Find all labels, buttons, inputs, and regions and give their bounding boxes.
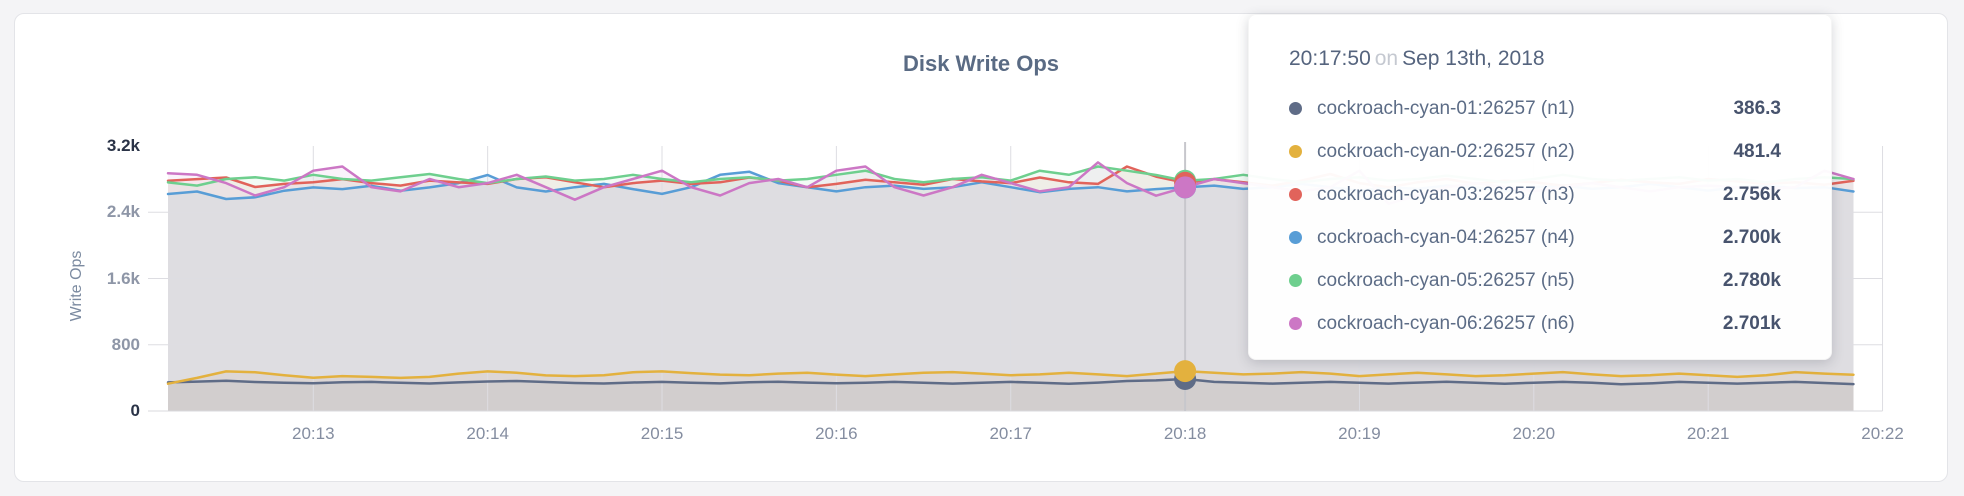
x-tick-label: 20:15 [640,424,684,443]
series-name: cockroach-cyan-06:26257 (n6) [1317,312,1575,334]
series-value: 386.3 [1733,97,1781,119]
tooltip-series-row: cockroach-cyan-05:26257 (n5) 2.780k [1289,259,1781,302]
y-tick-label: 1.6k [106,268,140,288]
x-tick-label: 20:21 [1686,424,1730,443]
series-color-dot [1289,274,1302,287]
y-tick-label: 3.2k [106,136,140,155]
tooltip-series-row: cockroach-cyan-03:26257 (n3) 2.756k [1289,173,1781,216]
y-tick-label: 2.4k [106,202,140,222]
x-tick-label: 20:18 [1163,424,1207,443]
x-tick-label: 20:20 [1512,424,1556,443]
series-value: 2.756k [1722,183,1781,205]
tooltip-series-row: cockroach-cyan-02:26257 (n2) 481.4 [1289,130,1781,173]
y-tick-label: 0 [130,401,140,420]
series-value: 481.4 [1733,140,1781,162]
series-name: cockroach-cyan-05:26257 (n5) [1317,269,1575,291]
series-name: cockroach-cyan-03:26257 (n3) [1317,183,1575,205]
series-color-dot [1289,231,1302,244]
hover-tooltip: 20:17:50 on Sep 13th, 2018 cockroach-cyan-… [1248,14,1832,360]
series-name: cockroach-cyan-01:26257 (n1) [1317,97,1575,119]
series-color-dot [1289,145,1302,158]
tooltip-series-row: cockroach-cyan-01:26257 (n1) 386.3 [1289,87,1781,130]
series-color-dot [1289,102,1302,115]
series-name: cockroach-cyan-04:26257 (n4) [1317,226,1575,248]
x-tick-label: 20:13 [292,424,335,443]
tooltip-series-row: cockroach-cyan-06:26257 (n6) 2.701k [1289,302,1781,345]
x-tick-label: 20:14 [466,424,509,443]
series-color-dot [1289,317,1302,330]
series-color-dot [1289,188,1302,201]
x-tick-label: 20:17 [989,424,1032,443]
series-value: 2.780k [1722,269,1781,291]
chart-title: Disk Write Ops [902,51,1060,76]
tooltip-legend: cockroach-cyan-01:26257 (n1) 386.3 cockr… [1289,87,1781,345]
tooltip-time: 20:17:50 [1289,47,1371,70]
tooltip-on-word: on [1374,47,1399,70]
x-tick-label: 20:19 [1338,424,1381,443]
series-value: 2.701k [1722,312,1781,334]
series-value: 2.700k [1722,226,1781,248]
tooltip-series-row: cockroach-cyan-04:26257 (n4) 2.700k [1289,216,1781,259]
y-tick-label: 800 [111,334,140,354]
tooltip-header: 20:17:50 on Sep 13th, 2018 [1289,47,1781,71]
series-name: cockroach-cyan-02:26257 (n2) [1317,140,1575,162]
x-tick-label: 20:22 [1861,424,1904,443]
tooltip-date: Sep 13th, 2018 [1402,47,1545,70]
x-tick-label: 20:16 [815,424,858,443]
